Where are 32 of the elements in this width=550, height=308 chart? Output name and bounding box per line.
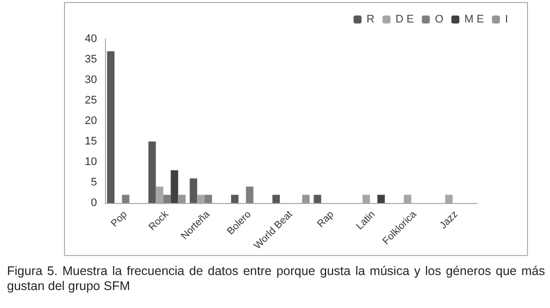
bar xyxy=(377,194,385,203)
bar xyxy=(107,51,115,203)
y-tick-label: 15 xyxy=(84,136,97,148)
y-tick-label: 25 xyxy=(84,94,97,106)
bar xyxy=(122,194,130,203)
bar xyxy=(170,170,178,203)
text: Figura 5. Muestra la frecuencia de datos entre porque gusta la música y los géneros que más gustan del grupo SFM xyxy=(7,264,545,294)
y-tick-label: 10 xyxy=(84,156,97,168)
y-tick-label: 20 xyxy=(84,115,97,127)
legend-label: I xyxy=(504,14,508,26)
legend-label: O xyxy=(434,14,444,26)
bar xyxy=(314,194,322,203)
bar xyxy=(246,186,254,203)
y-tick-label: 0 xyxy=(90,197,97,209)
y-tick-label: 5 xyxy=(90,176,97,188)
x-tick-label: Rap xyxy=(315,208,337,230)
y-tick-label: 40 xyxy=(84,33,97,45)
legend-label: D E xyxy=(395,14,414,26)
y-tick-label: 35 xyxy=(84,54,97,66)
bar xyxy=(148,142,156,203)
legend-label: M E xyxy=(464,14,484,26)
bar xyxy=(272,194,280,203)
bar xyxy=(163,194,171,203)
x-tick-label: Pop xyxy=(109,208,130,230)
legend-label: R xyxy=(366,14,375,26)
bar xyxy=(178,194,186,203)
y-tick-label: 30 xyxy=(84,74,97,86)
bar xyxy=(302,194,310,203)
x-tick-label: Jazz xyxy=(438,209,460,232)
bar xyxy=(231,194,239,203)
bar xyxy=(190,178,198,203)
bar xyxy=(204,194,212,203)
